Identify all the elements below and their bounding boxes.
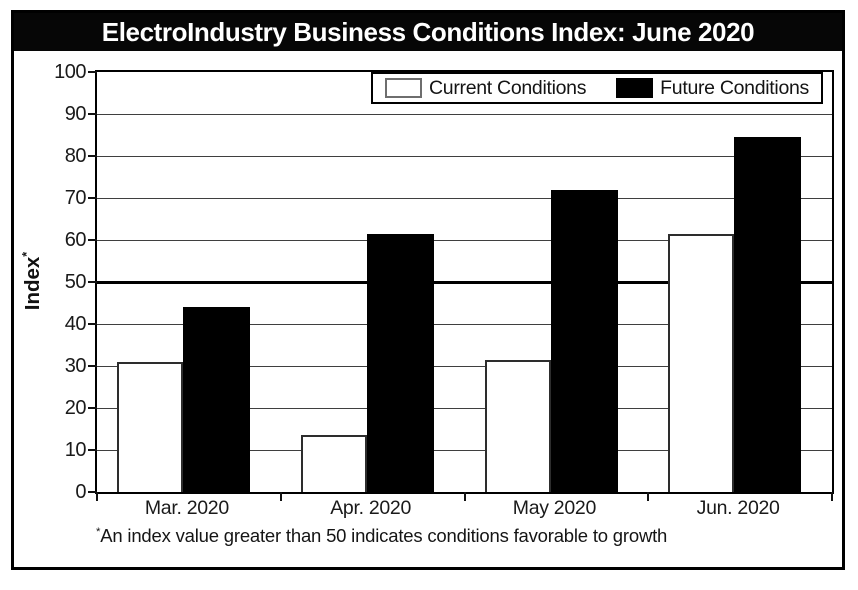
y-tick-label-100: 100 bbox=[54, 61, 86, 83]
gridline-30 bbox=[97, 365, 832, 367]
y-tick-10 bbox=[88, 449, 97, 451]
y-tick-label-10: 10 bbox=[64, 439, 87, 461]
y-tick-100 bbox=[88, 71, 97, 73]
x-label-apr-2020: Apr. 2020 bbox=[330, 497, 412, 519]
chart-title: ElectroIndustry Business Conditions Inde… bbox=[14, 13, 842, 51]
y-tick-label-90: 90 bbox=[64, 103, 87, 125]
bar-future-conditions-apr-2020 bbox=[366, 233, 434, 492]
y-tick-50 bbox=[88, 281, 97, 283]
y-tick-90 bbox=[88, 113, 97, 115]
y-tick-label-70: 70 bbox=[64, 187, 87, 209]
legend-label-current: Current Conditions bbox=[429, 76, 587, 99]
gridline-40 bbox=[97, 323, 832, 325]
y-tick-80 bbox=[88, 155, 97, 157]
legend-item-current: Current Conditions bbox=[385, 77, 586, 100]
y-tick-40 bbox=[88, 323, 97, 325]
x-tick-4 bbox=[831, 492, 833, 501]
bar-current-conditions-jun-2020 bbox=[668, 233, 735, 492]
y-tick-label-20: 20 bbox=[64, 397, 87, 419]
gridline-80 bbox=[97, 155, 832, 157]
y-tick-60 bbox=[88, 239, 97, 241]
footnote-asterisk: * bbox=[96, 525, 101, 538]
x-axis-category-labels: Mar. 2020 Apr. 2020 May 2020 Jun. 2020 bbox=[95, 497, 830, 523]
footnote-text: An index value greater than 50 indicates… bbox=[100, 525, 668, 546]
y-tick-0 bbox=[88, 491, 97, 493]
future-conditions-swatch bbox=[616, 78, 654, 98]
plot-area bbox=[88, 70, 834, 501]
gridline-70 bbox=[97, 197, 832, 199]
legend-item-future: Future Conditions bbox=[616, 77, 809, 100]
y-tick-label-50: 50 bbox=[64, 271, 87, 293]
legend-label-future: Future Conditions bbox=[660, 76, 809, 99]
x-tick-1 bbox=[279, 492, 282, 501]
x-tick-0 bbox=[96, 492, 98, 501]
gridline-60 bbox=[97, 239, 832, 241]
y-tick-70 bbox=[88, 197, 97, 199]
y-tick-30 bbox=[88, 365, 97, 367]
y-tick-label-0: 0 bbox=[75, 481, 86, 503]
current-conditions-swatch bbox=[385, 78, 422, 98]
y-axis-tick-labels: 0 10 20 30 40 50 60 70 80 90 100 bbox=[30, 62, 87, 502]
bar-current-conditions-apr-2020 bbox=[300, 435, 367, 492]
bar-future-conditions-may-2020 bbox=[550, 189, 618, 492]
y-tick-label-30: 30 bbox=[64, 355, 87, 377]
gridline-10 bbox=[97, 449, 832, 451]
y-tick-label-80: 80 bbox=[64, 145, 87, 167]
footnote: *An index value greater than 50 indicate… bbox=[96, 525, 667, 547]
gridline-20 bbox=[97, 407, 832, 409]
reference-line-50 bbox=[97, 280, 832, 284]
bar-current-conditions-may-2020 bbox=[484, 359, 551, 492]
y-tick-label-60: 60 bbox=[64, 229, 87, 251]
y-tick-20 bbox=[88, 407, 97, 409]
x-label-jun-2020: Jun. 2020 bbox=[696, 497, 780, 519]
gridline-90 bbox=[97, 113, 832, 115]
bar-future-conditions-jun-2020 bbox=[734, 137, 802, 492]
legend: Current Conditions Future Conditions bbox=[371, 72, 823, 104]
bar-current-conditions-mar-2020 bbox=[117, 361, 183, 492]
x-label-mar-2020: Mar. 2020 bbox=[144, 497, 229, 519]
x-tick-2 bbox=[463, 492, 466, 501]
bar-future-conditions-mar-2020 bbox=[183, 307, 250, 492]
x-label-may-2020: May 2020 bbox=[512, 497, 597, 519]
y-tick-label-40: 40 bbox=[64, 313, 87, 335]
x-tick-3 bbox=[647, 492, 650, 501]
